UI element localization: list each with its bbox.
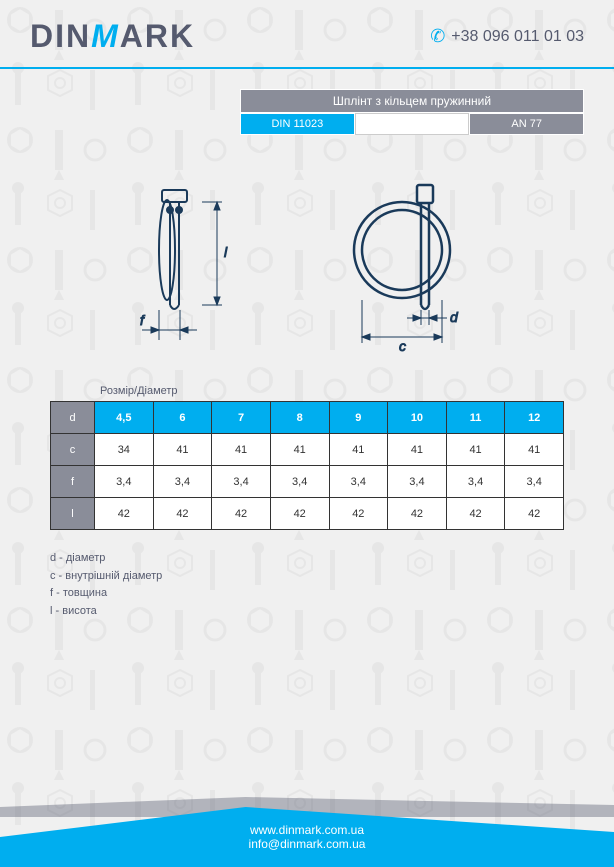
cell: 3,4: [270, 466, 329, 498]
cell: 42: [329, 498, 388, 530]
label-d: d: [450, 309, 459, 325]
cell: 3,4: [505, 466, 564, 498]
cell: 42: [388, 498, 447, 530]
cell: 3,4: [95, 466, 154, 498]
diagram-front: d c: [322, 175, 492, 355]
col-7: 12: [505, 402, 564, 434]
cell: 41: [505, 434, 564, 466]
col-0: 4,5: [95, 402, 154, 434]
footer: www.dinmark.com.ua info@dinmark.com.ua: [0, 807, 614, 867]
title-box: Шплінт з кільцем пружинний DIN 11023 AN …: [240, 89, 584, 135]
legend-d: d - діаметр: [50, 550, 564, 568]
row-head-f: f: [51, 466, 95, 498]
standard-2: AN 77: [469, 113, 584, 135]
label-f: f: [140, 312, 146, 328]
row-head-l: l: [51, 498, 95, 530]
col-2: 7: [212, 402, 271, 434]
logo-post: ARK: [120, 18, 195, 54]
cell: 3,4: [446, 466, 505, 498]
cell: 3,4: [212, 466, 271, 498]
row-head-d: d: [51, 402, 95, 434]
cell: 41: [270, 434, 329, 466]
legend-c: c - внутрішній діаметр: [50, 568, 564, 586]
phone-icon: ✆: [430, 26, 445, 47]
cell: 42: [153, 498, 212, 530]
logo-m: M: [91, 18, 120, 54]
diagram-side: l f: [122, 175, 262, 355]
logo: DINMARK: [30, 18, 195, 55]
col-1: 6: [153, 402, 212, 434]
table-title: Розмір/Діаметр: [100, 385, 564, 397]
cell: 42: [505, 498, 564, 530]
cell: 41: [446, 434, 505, 466]
header: DINMARK ✆ +38 096 011 01 03: [0, 0, 614, 67]
col-5: 10: [388, 402, 447, 434]
phone-number: +38 096 011 01 03: [451, 28, 584, 46]
cell: 41: [388, 434, 447, 466]
cell: 41: [153, 434, 212, 466]
product-title: Шплінт з кільцем пружинний: [240, 89, 584, 113]
label-l: l: [224, 244, 228, 260]
row-head-c: c: [51, 434, 95, 466]
header-divider: [0, 67, 614, 69]
col-3: 8: [270, 402, 329, 434]
cell: 41: [212, 434, 271, 466]
cell: 42: [95, 498, 154, 530]
cell: 3,4: [153, 466, 212, 498]
cell: 3,4: [329, 466, 388, 498]
legend-f: f - товщина: [50, 585, 564, 603]
standard-empty: [355, 113, 470, 135]
legend-l: l - висота: [50, 603, 564, 621]
footer-email: info@dinmark.com.ua: [249, 837, 366, 851]
col-6: 11: [446, 402, 505, 434]
cell: 42: [446, 498, 505, 530]
cell: 42: [212, 498, 271, 530]
cell: 41: [329, 434, 388, 466]
phone: ✆ +38 096 011 01 03: [430, 26, 584, 47]
cell: 42: [270, 498, 329, 530]
label-c: c: [399, 338, 406, 354]
col-4: 9: [329, 402, 388, 434]
footer-url: www.dinmark.com.ua: [250, 823, 364, 837]
diagrams: l f d c: [0, 175, 614, 355]
legend: d - діаметр c - внутрішній діаметр f - т…: [50, 550, 564, 620]
logo-pre: DIN: [30, 18, 91, 54]
cell: 3,4: [388, 466, 447, 498]
standard-1: DIN 11023: [240, 113, 355, 135]
cell: 34: [95, 434, 154, 466]
table-section: Розмір/Діаметр d 4,5 6 7 8 9 10 11 12 c …: [50, 385, 564, 530]
dimensions-table: d 4,5 6 7 8 9 10 11 12 c 34 41 41 41 41 …: [50, 401, 564, 530]
